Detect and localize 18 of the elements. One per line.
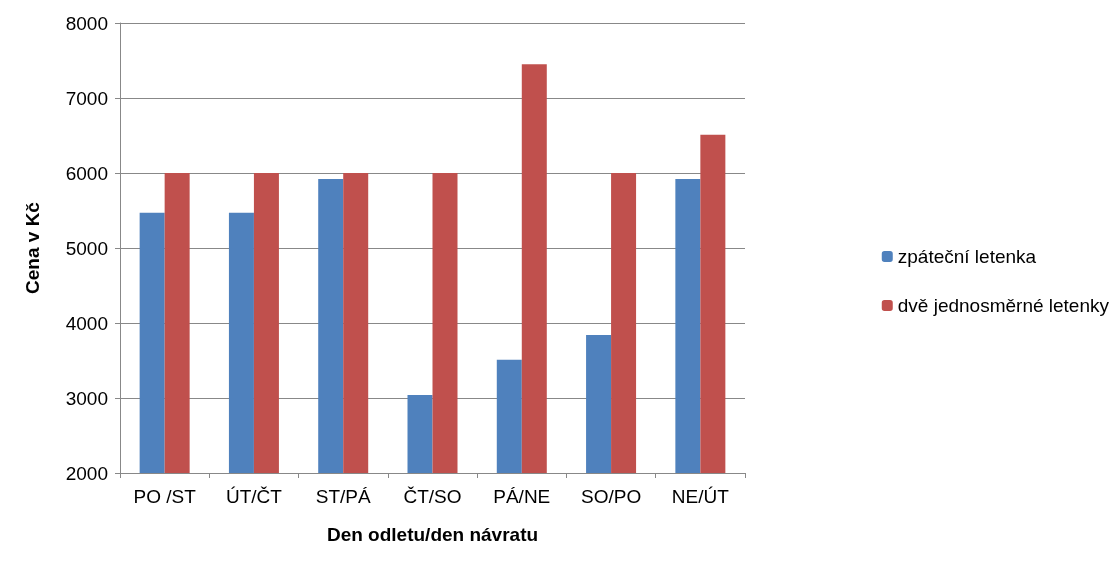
y-tick-label: 7000 [65,87,108,109]
x-axis-title: Den odletu/den návratu [326,524,539,545]
y-tick-label: 6000 [65,162,108,184]
y-tick-label: 2000 [65,462,108,484]
x-tick-label: ČT/SO [403,486,462,507]
x-tick-label: ÚT/ČT [225,486,283,507]
x-tick-label: PÁ/NE [493,486,551,507]
y-tick-label: 3000 [65,387,108,409]
y-tick-label: 8000 [65,12,108,34]
y-tick-label: 4000 [65,312,108,334]
y-axis-title: Cena v Kč [22,201,43,294]
legend-label: zpáteční letenka [897,246,1037,267]
y-tick-label: 5000 [65,237,108,259]
x-tick-label: SO/PO [580,486,642,507]
x-tick-label: NE/ÚT [671,486,730,507]
x-tick-label: PO /ST [133,486,197,507]
legend-label: dvě jednosměrné letenky [897,295,1110,316]
x-tick-label: ST/PÁ [315,486,371,507]
